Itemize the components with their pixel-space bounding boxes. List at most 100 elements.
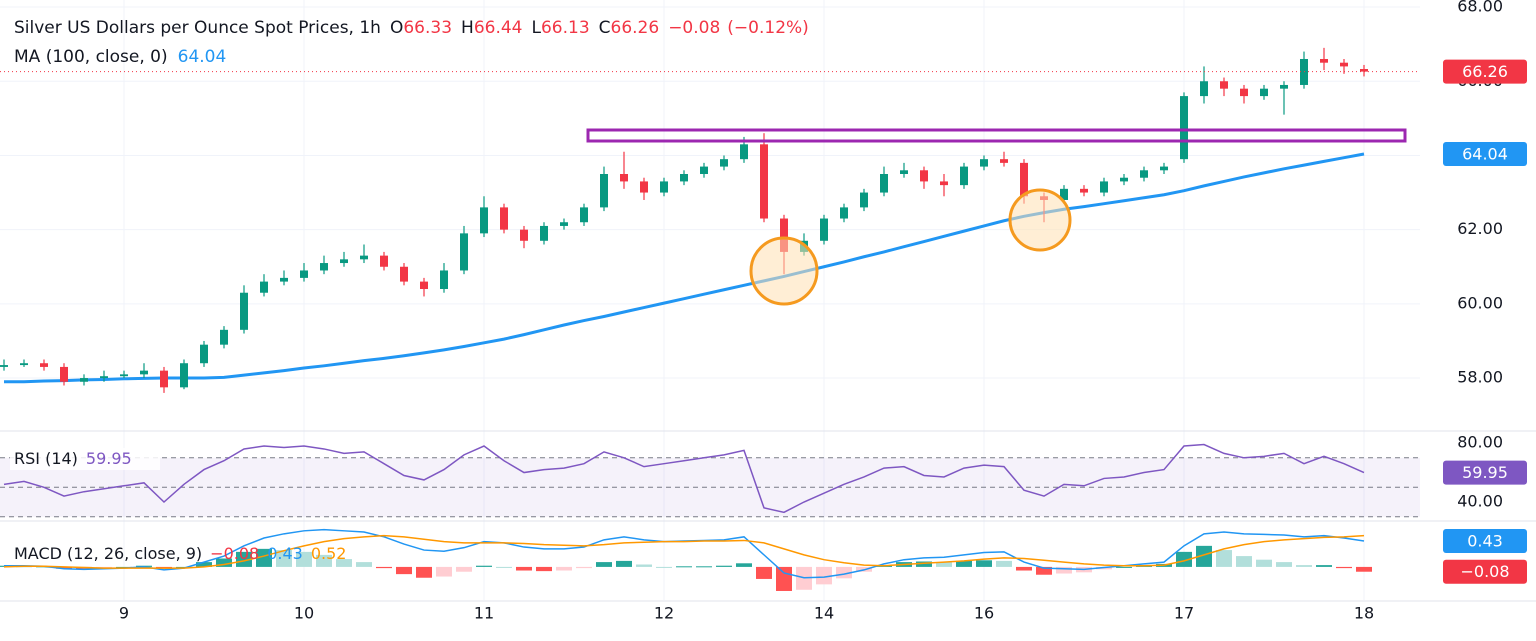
candle-body (1320, 58, 1328, 63)
y-tick-label: 62.00 (1457, 219, 1503, 238)
rsi-value: 59.95 (86, 449, 132, 468)
candle-body (380, 255, 388, 267)
candle-body (560, 222, 568, 226)
macd-histogram-bar (1316, 565, 1332, 567)
candle-body (1360, 69, 1368, 72)
x-tick-label: 9 (119, 604, 129, 623)
macd-histogram-bar (376, 566, 392, 569)
macd-histogram-bar (996, 560, 1012, 567)
candle-body (880, 174, 888, 193)
ma-legend: MA (100, close, 0) 64.04 (14, 47, 226, 67)
macd-label: MACD (12, 26, close, 9) (14, 544, 202, 563)
macd-histogram-bar (216, 558, 232, 567)
macd-histogram-bar (1056, 566, 1072, 574)
candle-body (220, 329, 228, 345)
candle-body (780, 218, 788, 252)
rsi-legend: RSI (14) 59.95 (14, 449, 132, 468)
candle-body (460, 233, 468, 271)
macd-histogram-bar (936, 562, 952, 567)
candle-body (1220, 81, 1228, 89)
candle-body (740, 144, 748, 160)
macd-histogram-bar (1356, 566, 1372, 572)
macd-histogram-bar (716, 565, 732, 567)
candle-body (120, 374, 128, 377)
candle-body (100, 376, 108, 379)
x-tick-label: 10 (294, 604, 314, 623)
legend-bg (10, 448, 160, 470)
macd-histogram-bar (1036, 566, 1052, 575)
candle-body (180, 363, 188, 388)
candle-body (1200, 81, 1208, 97)
candle-body (620, 174, 628, 182)
macd-histogram-bar (576, 566, 592, 569)
x-tick-label: 16 (974, 604, 994, 623)
ohlc-key: C (599, 18, 611, 38)
macd-histogram-bar (456, 566, 472, 572)
candle-body (820, 218, 828, 241)
y-tick-label: 58.00 (1457, 368, 1503, 387)
rsi-tick-label: 40.00 (1457, 492, 1503, 511)
candle-body (240, 292, 248, 330)
macd-value-box (1443, 529, 1527, 554)
candle-body (720, 159, 728, 167)
grid (0, 0, 1420, 600)
macd-histogram-bar (236, 551, 252, 567)
candle-body (580, 207, 588, 223)
candle-body (280, 277, 288, 282)
last-price-label: 66.26 (1462, 62, 1508, 81)
ohlc-key: L (531, 18, 541, 38)
macd-histogram-bar (1336, 566, 1352, 569)
macd-histogram-bar (676, 566, 692, 568)
header: Silver US Dollars per Ounce Spot Prices,… (14, 18, 809, 38)
macd-histogram-bar (296, 551, 312, 567)
candle-body (1080, 188, 1088, 193)
ma-value: 64.04 (178, 47, 227, 67)
macd-histogram-bar (636, 564, 652, 567)
candle-body (940, 181, 948, 186)
macd-histogram-bar (1236, 556, 1252, 567)
candle-body (320, 263, 328, 271)
macd-histogram-bar (1276, 562, 1292, 567)
macd-histogram-bar (756, 566, 772, 579)
histogram-value-label: −0.08 (1460, 562, 1509, 581)
macd-histogram-bar (956, 560, 972, 567)
ma-value-box (1443, 141, 1527, 166)
candle-body (60, 366, 68, 382)
macd-histogram-bar (496, 566, 512, 568)
macd-histogram-bar (1016, 566, 1032, 571)
ma-label: MA (100, close, 0) (14, 47, 168, 67)
candle-body (80, 378, 88, 382)
candle-body (420, 281, 428, 290)
x-tick-label: 17 (1174, 604, 1194, 623)
candle-body (300, 270, 308, 278)
candle-body (400, 266, 408, 282)
rsi-tick-label: 80.00 (1457, 433, 1503, 452)
y-tick-label: 60.00 (1457, 293, 1503, 312)
candle-body (1120, 177, 1128, 182)
ohlc-value: 66.33 (403, 18, 452, 38)
macd-histogram-bar (556, 566, 572, 571)
macd-value-label: 0.43 (1467, 532, 1503, 551)
candle-body (1260, 88, 1268, 97)
candle-body (1060, 188, 1068, 200)
candle-body (520, 229, 528, 241)
rsi-value-box (1443, 460, 1527, 485)
candle-body (480, 207, 488, 234)
x-tick-label: 14 (814, 604, 834, 623)
candle-body (540, 225, 548, 241)
candle-body (360, 255, 368, 260)
macd-histogram-bar (1196, 545, 1212, 567)
macd-histogram-bar (276, 550, 292, 567)
candle-body (20, 363, 28, 366)
macd-histogram-bar (196, 562, 212, 567)
candle-body (1020, 162, 1028, 197)
ohlc-value: 66.44 (474, 18, 523, 38)
x-tick-label: 18 (1354, 604, 1374, 623)
support-circle (1008, 188, 1072, 252)
ohlc-value: 66.13 (541, 18, 590, 38)
macd-histogram-bar (416, 566, 432, 578)
macd-histogram-bar (1116, 566, 1132, 568)
macd-histogram-bar (596, 562, 612, 567)
